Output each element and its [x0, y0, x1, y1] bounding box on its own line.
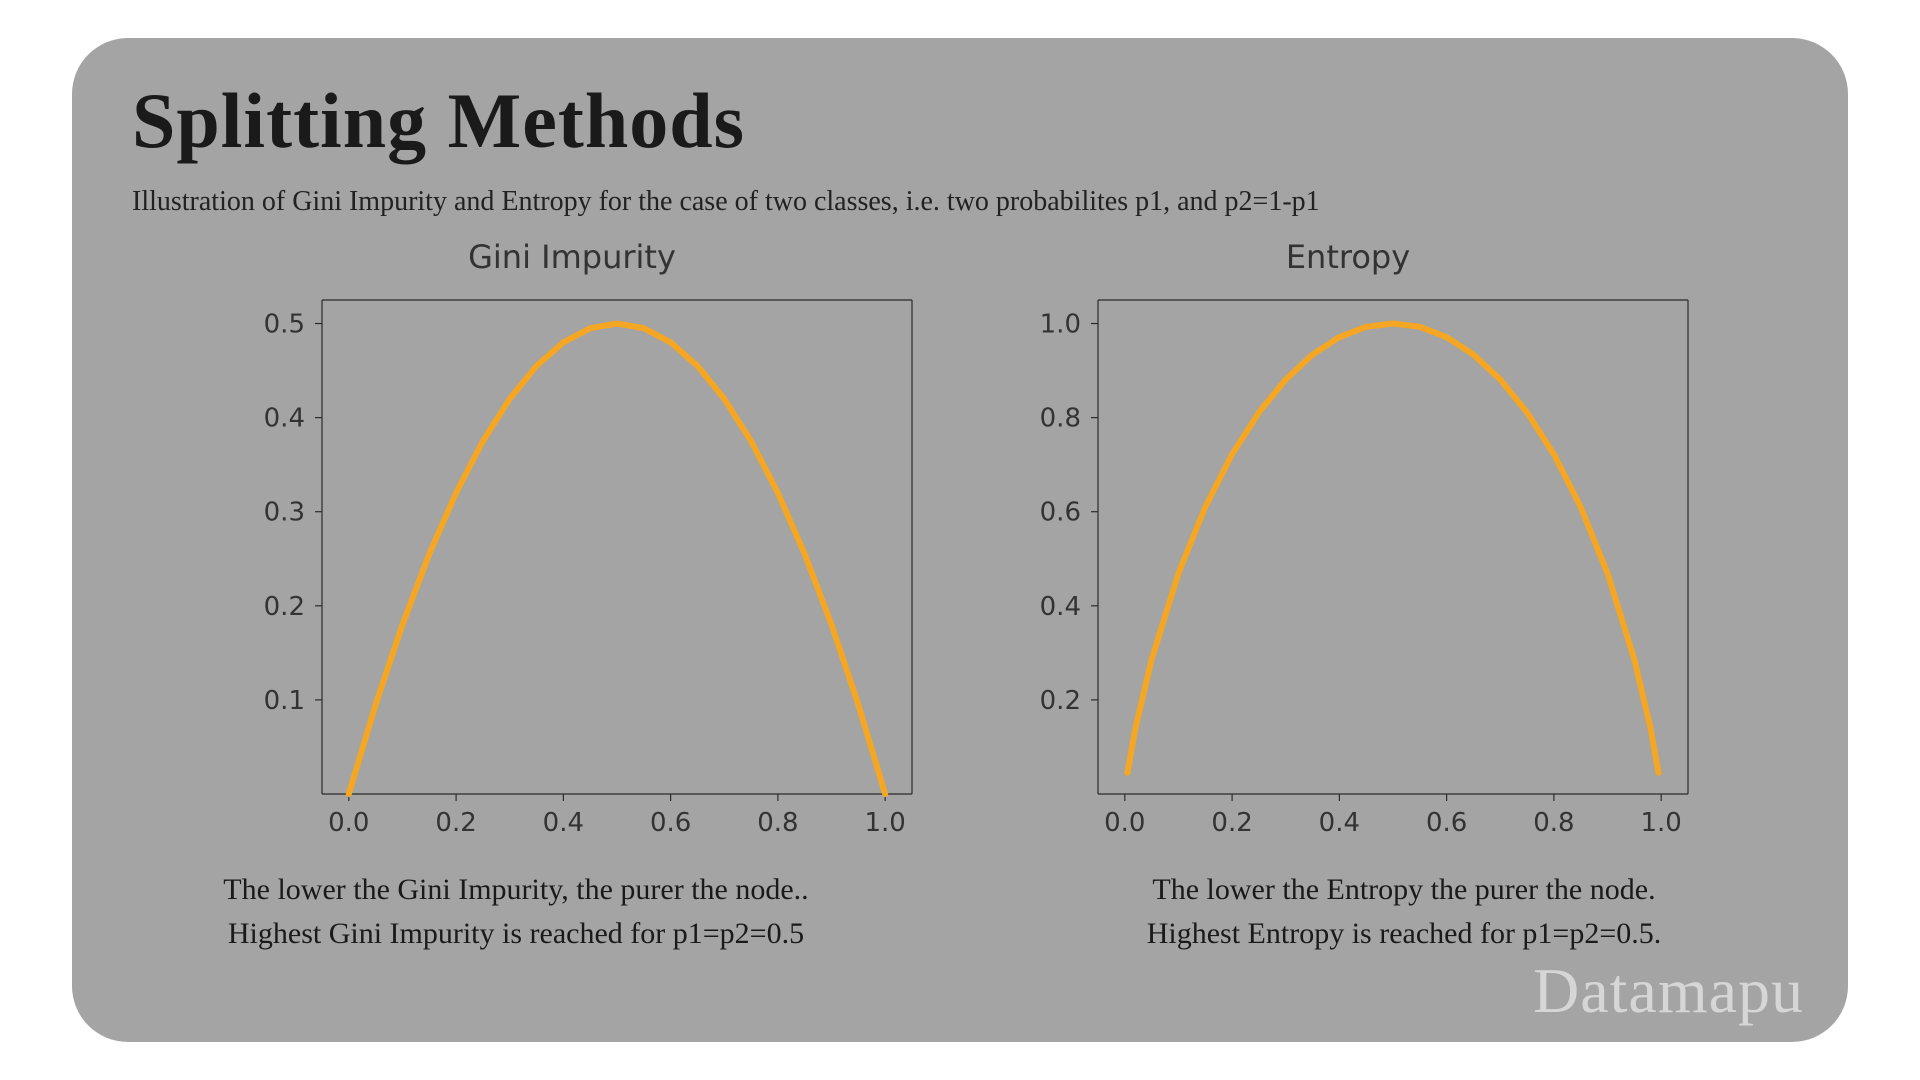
svg-text:0.8: 0.8 [1040, 404, 1081, 434]
entropy-caption-line1: The lower the Entropy the purer the node… [1152, 873, 1655, 906]
svg-text:0.8: 0.8 [1533, 808, 1574, 838]
gini-chart-panel: Gini Impurity 0.00.20.40.60.81.00.10.20.… [212, 238, 932, 858]
entropy-caption-line2: Highest Entropy is reached for p1=p2=0.5… [1147, 917, 1662, 950]
svg-text:0.6: 0.6 [1040, 498, 1081, 528]
svg-text:0.0: 0.0 [1104, 808, 1145, 838]
subtitle-text: Illustration of Gini Impurity and Entrop… [132, 186, 1320, 218]
svg-text:0.2: 0.2 [435, 808, 476, 838]
svg-text:1.0: 1.0 [865, 808, 906, 838]
svg-text:0.4: 0.4 [264, 404, 305, 434]
svg-text:1.0: 1.0 [1040, 310, 1081, 340]
svg-text:0.2: 0.2 [1040, 686, 1081, 716]
infographic-card: Splitting Methods Illustration of Gini I… [72, 38, 1848, 1042]
gini-caption: The lower the Gini Impurity, the purer t… [72, 868, 960, 955]
gini-chart-title: Gini Impurity [212, 238, 932, 276]
svg-text:1.0: 1.0 [1641, 808, 1682, 838]
svg-text:0.6: 0.6 [650, 808, 691, 838]
svg-text:0.4: 0.4 [1319, 808, 1360, 838]
svg-text:0.0: 0.0 [328, 808, 369, 838]
svg-text:0.8: 0.8 [757, 808, 798, 838]
entropy-chart-panel: Entropy 0.0 0.2 0.4 0.6 0.8 1.0 0.2 0.4 0.6 0.8 1.… [988, 238, 1708, 858]
gini-chart-svg: 0.0 0.2 0.4 0.6 0.8 1.0 0.1 0.2 0.3 0.4 0.5 [212, 284, 932, 858]
svg-text:0.4: 0.4 [543, 808, 584, 838]
svg-text:0.4: 0.4 [1040, 592, 1081, 622]
watermark-text: Datamapu [1533, 954, 1804, 1028]
gini-plot-area: 0.0 0.2 0.4 0.6 0.8 1.0 0.1 0.2 0.3 0.4 0.5 [212, 284, 932, 858]
entropy-caption: The lower the Entropy the purer the node… [960, 868, 1848, 955]
svg-text:0.6: 0.6 [1426, 808, 1467, 838]
entropy-chart-svg: 0.0 0.2 0.4 0.6 0.8 1.0 0.2 0.4 0.6 0.8 1.0 [988, 284, 1708, 858]
svg-text:0.2: 0.2 [264, 592, 305, 622]
svg-text:0.5: 0.5 [264, 310, 305, 340]
svg-text:0.3: 0.3 [264, 498, 305, 528]
entropy-chart-title: Entropy [988, 238, 1708, 276]
gini-caption-line2: Highest Gini Impurity is reached for p1=… [228, 917, 804, 950]
captions-row: The lower the Gini Impurity, the purer t… [72, 868, 1848, 955]
charts-row: Gini Impurity 0.00.20.40.60.81.00.10.20.… [212, 238, 1708, 858]
entropy-plot-area: 0.0 0.2 0.4 0.6 0.8 1.0 0.2 0.4 0.6 0.8 1.0 [988, 284, 1708, 858]
gini-caption-line1: The lower the Gini Impurity, the purer t… [223, 873, 808, 906]
svg-text:0.2: 0.2 [1211, 808, 1252, 838]
svg-text:0.1: 0.1 [264, 686, 305, 716]
main-title: Splitting Methods [132, 76, 745, 166]
